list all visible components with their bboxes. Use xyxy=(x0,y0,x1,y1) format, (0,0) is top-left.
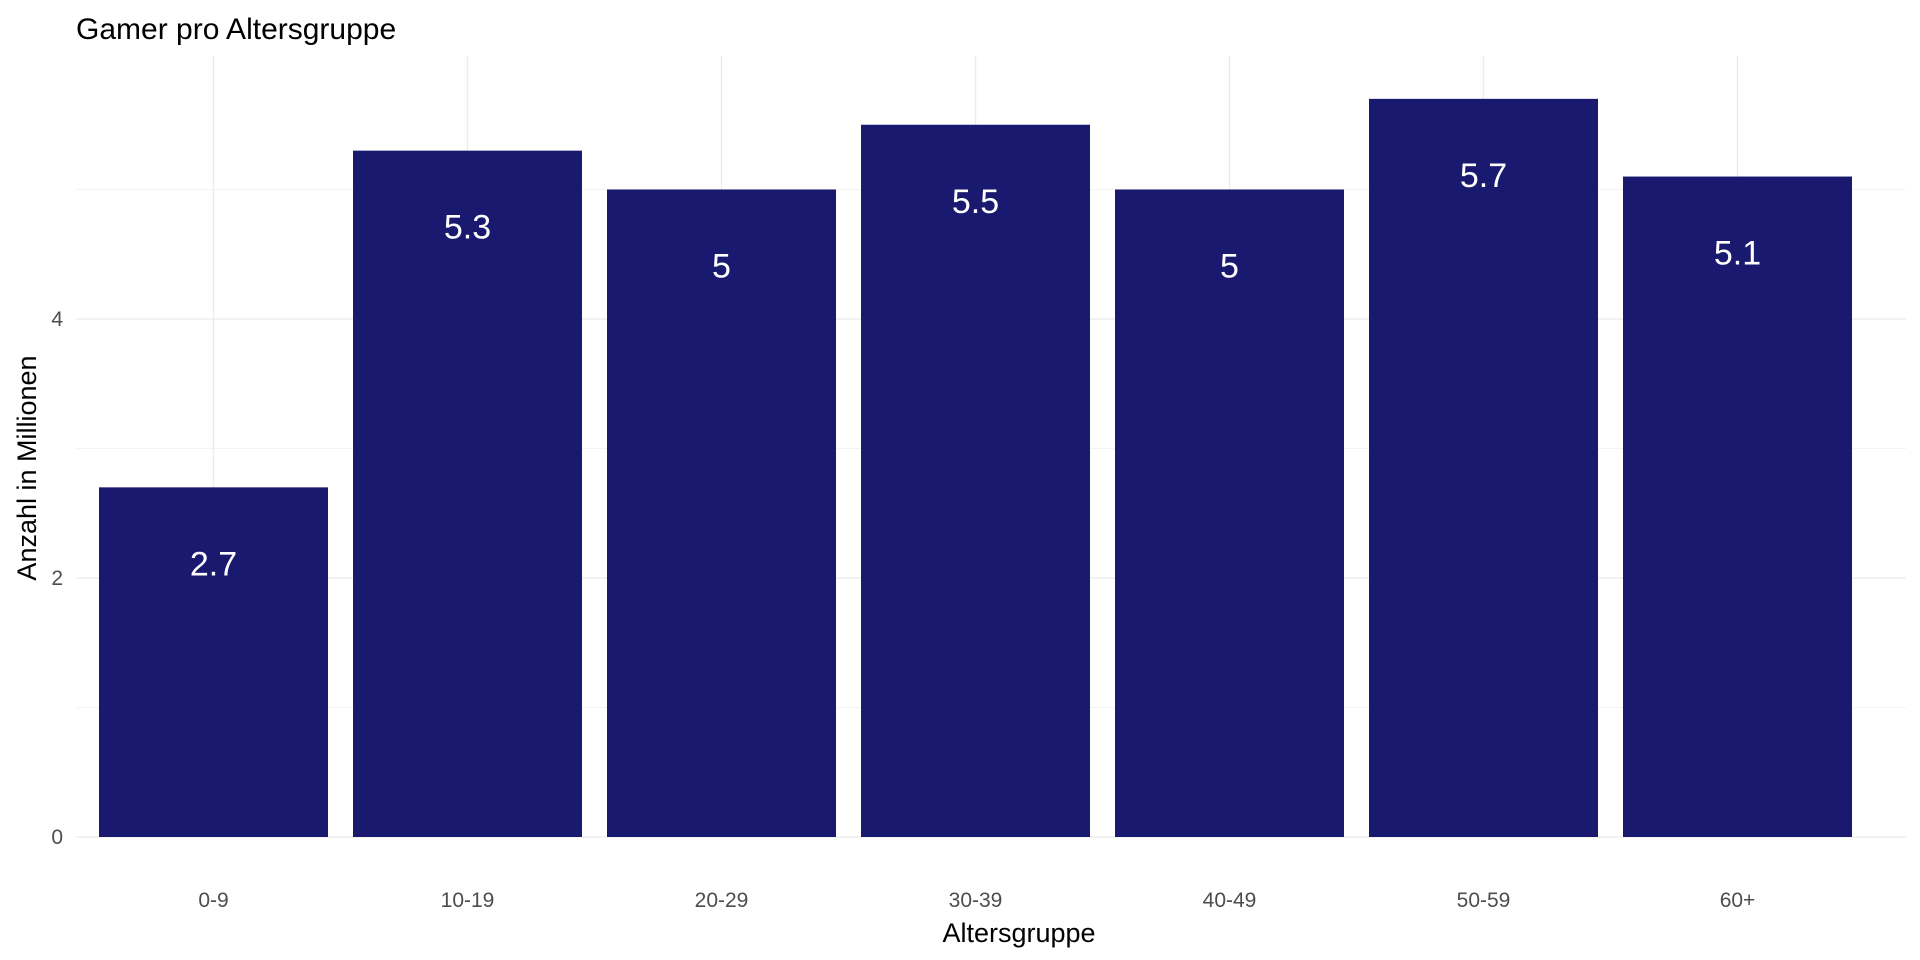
x-tick-label: 10-19 xyxy=(441,889,495,912)
bar xyxy=(353,150,582,837)
bar-value-label: 2.7 xyxy=(190,545,237,583)
x-tick-label: 50-59 xyxy=(1457,889,1511,912)
y-tick-label: 0 xyxy=(51,826,63,849)
y-tick-label: 2 xyxy=(51,567,63,590)
x-tick-label: 40-49 xyxy=(1203,889,1257,912)
bar-value-label: 5 xyxy=(712,248,731,286)
bar xyxy=(861,124,1090,837)
x-tick-label: 0-9 xyxy=(198,889,228,912)
x-tick-label: 20-29 xyxy=(695,889,749,912)
bar xyxy=(1369,98,1598,838)
y-tick-label: 4 xyxy=(51,308,63,331)
bar-value-label: 5.5 xyxy=(952,183,999,221)
bar xyxy=(607,189,836,837)
y-axis-ticks: 0 2 4 xyxy=(51,308,63,849)
chart-title: Gamer pro Altersgruppe xyxy=(76,13,396,46)
x-axis-title: Altersgruppe xyxy=(942,918,1095,948)
x-tick-label: 30-39 xyxy=(949,889,1003,912)
y-axis-title: Anzahl in Millionen xyxy=(12,355,42,580)
bar xyxy=(1623,176,1852,838)
bar-data-labels: 2.7 5.3 5 5.5 5 5.7 5.1 xyxy=(190,157,1761,583)
bar-value-label: 5.1 xyxy=(1714,235,1761,273)
bar-value-label: 5 xyxy=(1220,248,1239,286)
bar xyxy=(99,487,328,837)
bars xyxy=(99,98,1852,838)
x-axis-ticks: 0-9 10-19 20-29 30-39 40-49 50-59 60+ xyxy=(198,889,1755,912)
bar xyxy=(1115,189,1344,837)
bar-value-label: 5.7 xyxy=(1460,157,1507,195)
bar-value-label: 5.3 xyxy=(444,209,491,247)
x-tick-label: 60+ xyxy=(1720,889,1756,912)
